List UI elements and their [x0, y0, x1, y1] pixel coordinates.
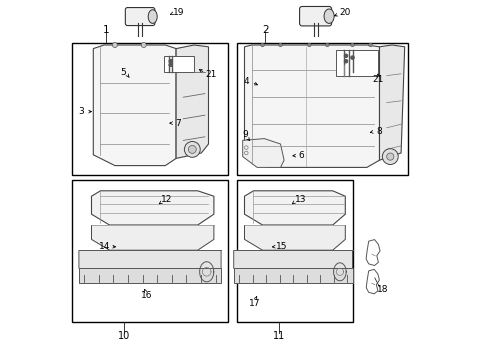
Text: 13: 13 — [294, 194, 305, 203]
Circle shape — [278, 43, 282, 47]
Text: 4: 4 — [243, 77, 248, 85]
Circle shape — [307, 43, 310, 47]
Polygon shape — [91, 225, 213, 250]
Text: 16: 16 — [141, 292, 152, 300]
Text: 11: 11 — [272, 330, 284, 341]
Bar — [72, 43, 228, 175]
Polygon shape — [242, 139, 284, 167]
Text: 5: 5 — [120, 68, 125, 77]
Text: 6: 6 — [298, 151, 304, 160]
Circle shape — [382, 149, 397, 165]
Text: 21: 21 — [205, 71, 217, 79]
Text: 15: 15 — [275, 242, 286, 251]
Bar — [72, 180, 228, 322]
Text: 14: 14 — [99, 242, 110, 251]
Polygon shape — [233, 250, 352, 275]
Circle shape — [168, 63, 172, 67]
Text: 10: 10 — [118, 330, 130, 341]
Polygon shape — [93, 45, 176, 166]
Text: 1: 1 — [102, 24, 109, 35]
Text: 8: 8 — [375, 126, 381, 135]
Circle shape — [350, 56, 354, 59]
Circle shape — [260, 43, 264, 47]
Bar — [237, 180, 352, 322]
Polygon shape — [176, 45, 208, 158]
Circle shape — [386, 153, 393, 160]
Circle shape — [350, 43, 354, 47]
Circle shape — [141, 42, 146, 48]
Text: 19: 19 — [173, 8, 184, 17]
Polygon shape — [233, 268, 352, 283]
Text: 21: 21 — [372, 76, 383, 85]
Text: 12: 12 — [161, 194, 172, 203]
Polygon shape — [244, 45, 379, 167]
Text: 18: 18 — [376, 285, 387, 294]
Bar — [237, 43, 407, 175]
Circle shape — [112, 42, 117, 48]
Polygon shape — [244, 191, 345, 225]
Circle shape — [325, 43, 328, 47]
Polygon shape — [79, 250, 221, 275]
Polygon shape — [244, 225, 345, 250]
Text: 9: 9 — [242, 130, 247, 139]
Circle shape — [368, 43, 371, 47]
Circle shape — [188, 145, 196, 153]
Circle shape — [184, 141, 200, 157]
Text: 3: 3 — [78, 107, 84, 116]
Text: 20: 20 — [338, 8, 349, 17]
FancyBboxPatch shape — [125, 8, 155, 26]
Ellipse shape — [148, 10, 157, 23]
Text: 17: 17 — [248, 299, 260, 307]
Text: 7: 7 — [175, 118, 181, 127]
Polygon shape — [79, 268, 221, 283]
Circle shape — [168, 59, 172, 63]
Polygon shape — [379, 45, 404, 160]
Circle shape — [344, 54, 347, 58]
Polygon shape — [91, 191, 213, 225]
Circle shape — [344, 59, 347, 63]
FancyBboxPatch shape — [299, 6, 331, 26]
Ellipse shape — [324, 9, 333, 23]
Bar — [336, 50, 377, 76]
Bar — [163, 56, 194, 72]
Text: 2: 2 — [262, 24, 268, 35]
